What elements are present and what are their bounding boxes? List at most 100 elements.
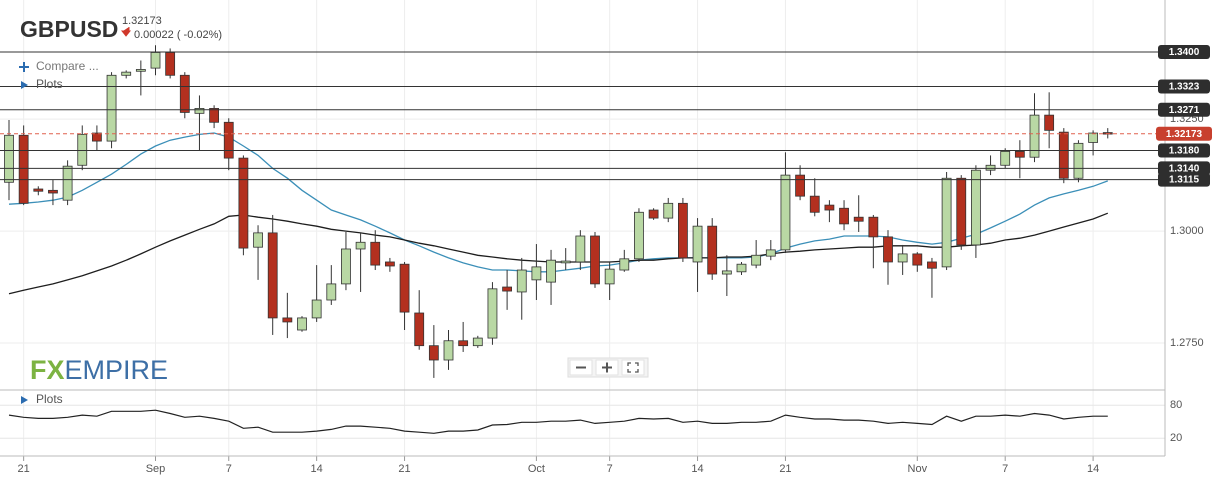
price-level-label: 1.3323 (1169, 82, 1200, 93)
candle-body (150, 52, 161, 69)
y-tick-label: 1.2750 (1170, 337, 1204, 349)
x-tick-label: 7 (226, 463, 232, 475)
last-price-label: 1.32173 (1166, 129, 1203, 140)
grid (0, 0, 1165, 461)
candle-body (736, 263, 747, 273)
candle-body (1073, 142, 1084, 179)
indicator-title[interactable]: Plots (36, 392, 63, 406)
candle-body (1029, 114, 1040, 158)
candle-body (912, 253, 923, 266)
candle-body (853, 216, 864, 222)
candle-body (92, 132, 102, 142)
candle-body (179, 74, 190, 113)
x-tick-label: 14 (311, 463, 323, 475)
candle-body (1088, 132, 1098, 143)
x-tick-label: 7 (1002, 463, 1008, 475)
compare-button[interactable]: Compare ... (36, 59, 99, 73)
candle-body (809, 195, 820, 213)
x-tick-label: 21 (18, 463, 30, 475)
fullscreen-button[interactable] (621, 359, 645, 376)
candle-body (663, 202, 674, 219)
price-level-label: 1.3140 (1169, 164, 1200, 175)
plots-icon[interactable] (21, 81, 28, 89)
candle-body (575, 235, 586, 263)
candle-body (1044, 114, 1055, 131)
compare-icon[interactable] (19, 62, 29, 72)
candle-body (135, 69, 146, 72)
candle-body (77, 133, 88, 166)
candle-body (971, 169, 981, 246)
candle-body (648, 209, 659, 219)
price-level-label: 1.3180 (1169, 146, 1200, 157)
x-tick-label: Nov (908, 463, 928, 475)
candle-body (121, 71, 132, 76)
candle-body (619, 258, 630, 271)
candle-body (692, 225, 703, 263)
y-tick-label: 1.3000 (1170, 225, 1204, 237)
x-tick-label: 14 (691, 463, 703, 475)
candle-body (839, 207, 849, 225)
candle-body (311, 299, 322, 319)
y-tick-label: 20 (1170, 432, 1182, 444)
price-level-label: 1.3400 (1169, 47, 1200, 58)
moving-average-line (8, 212, 1109, 295)
plots-button[interactable]: Plots (36, 77, 63, 91)
price-level-box (1158, 45, 1210, 60)
candle-body (487, 288, 498, 339)
symbol-title: GBPUSD (20, 16, 118, 42)
x-tick-label: 7 (607, 463, 613, 475)
candle-body (604, 268, 615, 285)
candle-body (927, 261, 937, 269)
candle-body (341, 248, 351, 285)
x-tick-label: Oct (528, 463, 545, 475)
fullscreen-icon[interactable] (627, 362, 639, 373)
x-tick-label: 21 (398, 463, 410, 475)
candle-body (868, 216, 879, 238)
candle-body (238, 157, 249, 249)
zoom-controls (567, 357, 649, 378)
candle-body (516, 269, 527, 293)
candle-body (355, 241, 366, 250)
logo: FXEMPIRE (30, 355, 168, 385)
price-change: 0.00022 ( -0.02%) (134, 29, 222, 41)
x-tick-label: 14 (1087, 463, 1099, 475)
zoom-in-icon[interactable] (602, 362, 612, 373)
candle-body (678, 202, 688, 259)
candle-body (18, 134, 29, 204)
candle-body (253, 232, 263, 248)
candle-body (707, 225, 718, 275)
x-tick-label: Sep (146, 463, 166, 475)
plot-area (0, 45, 1158, 434)
candle-body (472, 337, 483, 347)
candle-body (765, 249, 776, 257)
candle-body (824, 204, 835, 211)
candle-body (62, 165, 73, 201)
candle-body (428, 345, 439, 361)
candle-body (223, 121, 234, 159)
moving-average-line (8, 132, 1109, 273)
candle-body (194, 108, 205, 114)
candle-body (721, 270, 732, 275)
candle-body (780, 174, 791, 251)
logo-empire: EMPIRE (65, 355, 169, 385)
candle-body (297, 317, 307, 331)
x-tick-label: 21 (779, 463, 791, 475)
down-arrow-icon (120, 27, 132, 37)
candle-body (414, 312, 425, 347)
candle-body (560, 260, 571, 264)
candle-body (634, 211, 644, 260)
last-price: 1.32173 (122, 15, 162, 27)
logo-fx: FX (30, 355, 65, 385)
plots-icon[interactable] (21, 396, 28, 404)
price-level-label: 1.3271 (1169, 105, 1200, 116)
candle-body (443, 340, 454, 361)
candle-body (384, 261, 395, 267)
price-level-box (1158, 143, 1210, 158)
y-tick-label: 80 (1170, 399, 1182, 411)
candle-body (985, 164, 996, 171)
candle-body (751, 254, 762, 266)
candle-body (48, 189, 58, 194)
candle-body (267, 232, 278, 319)
candle-body (370, 241, 381, 266)
